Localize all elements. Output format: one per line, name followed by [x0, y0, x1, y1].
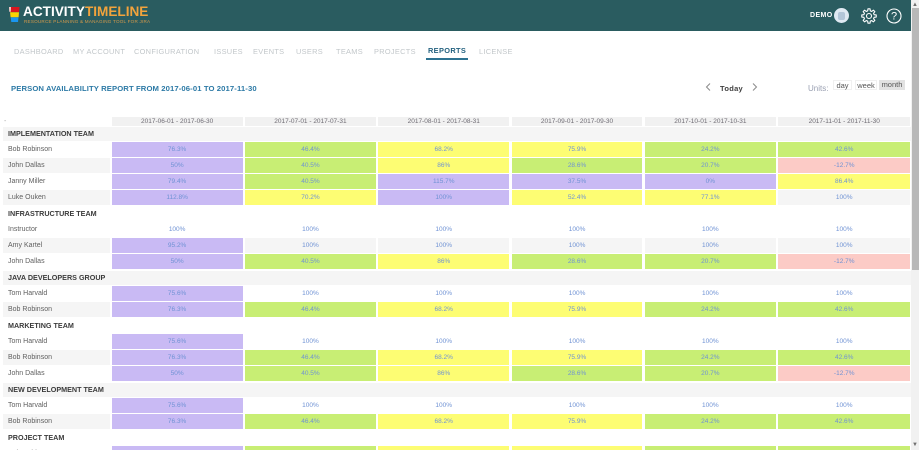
- svg-text:?: ?: [891, 11, 897, 23]
